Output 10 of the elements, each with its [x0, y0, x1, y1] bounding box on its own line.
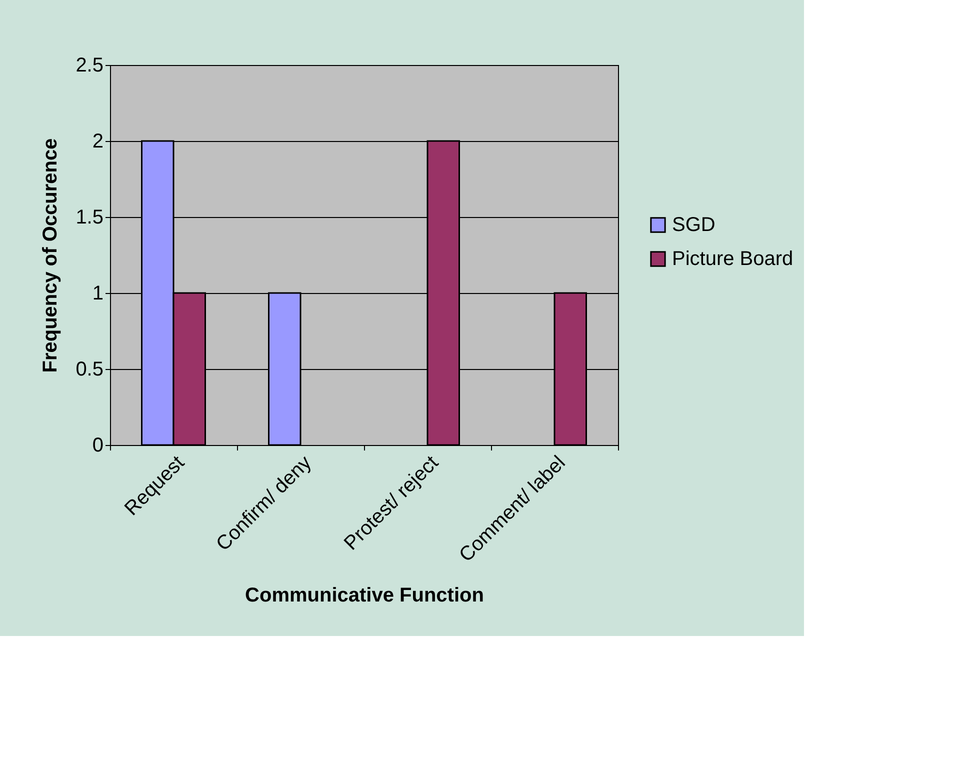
x-axis-title: Communicative Function [245, 584, 484, 607]
y-tick-label: 2.5 [76, 54, 104, 76]
y-tick-label: 0.5 [76, 358, 104, 380]
y-tick-label: 2 [92, 130, 104, 152]
legend-label: Picture Board [672, 248, 794, 270]
y-tick-label: 1 [92, 282, 104, 304]
legend-label: SGD [672, 214, 716, 236]
y-tick-label: 0 [92, 434, 104, 456]
y-tick-label: 1.5 [76, 206, 104, 228]
y-axis-title: Frequency of Occurence [40, 138, 62, 373]
